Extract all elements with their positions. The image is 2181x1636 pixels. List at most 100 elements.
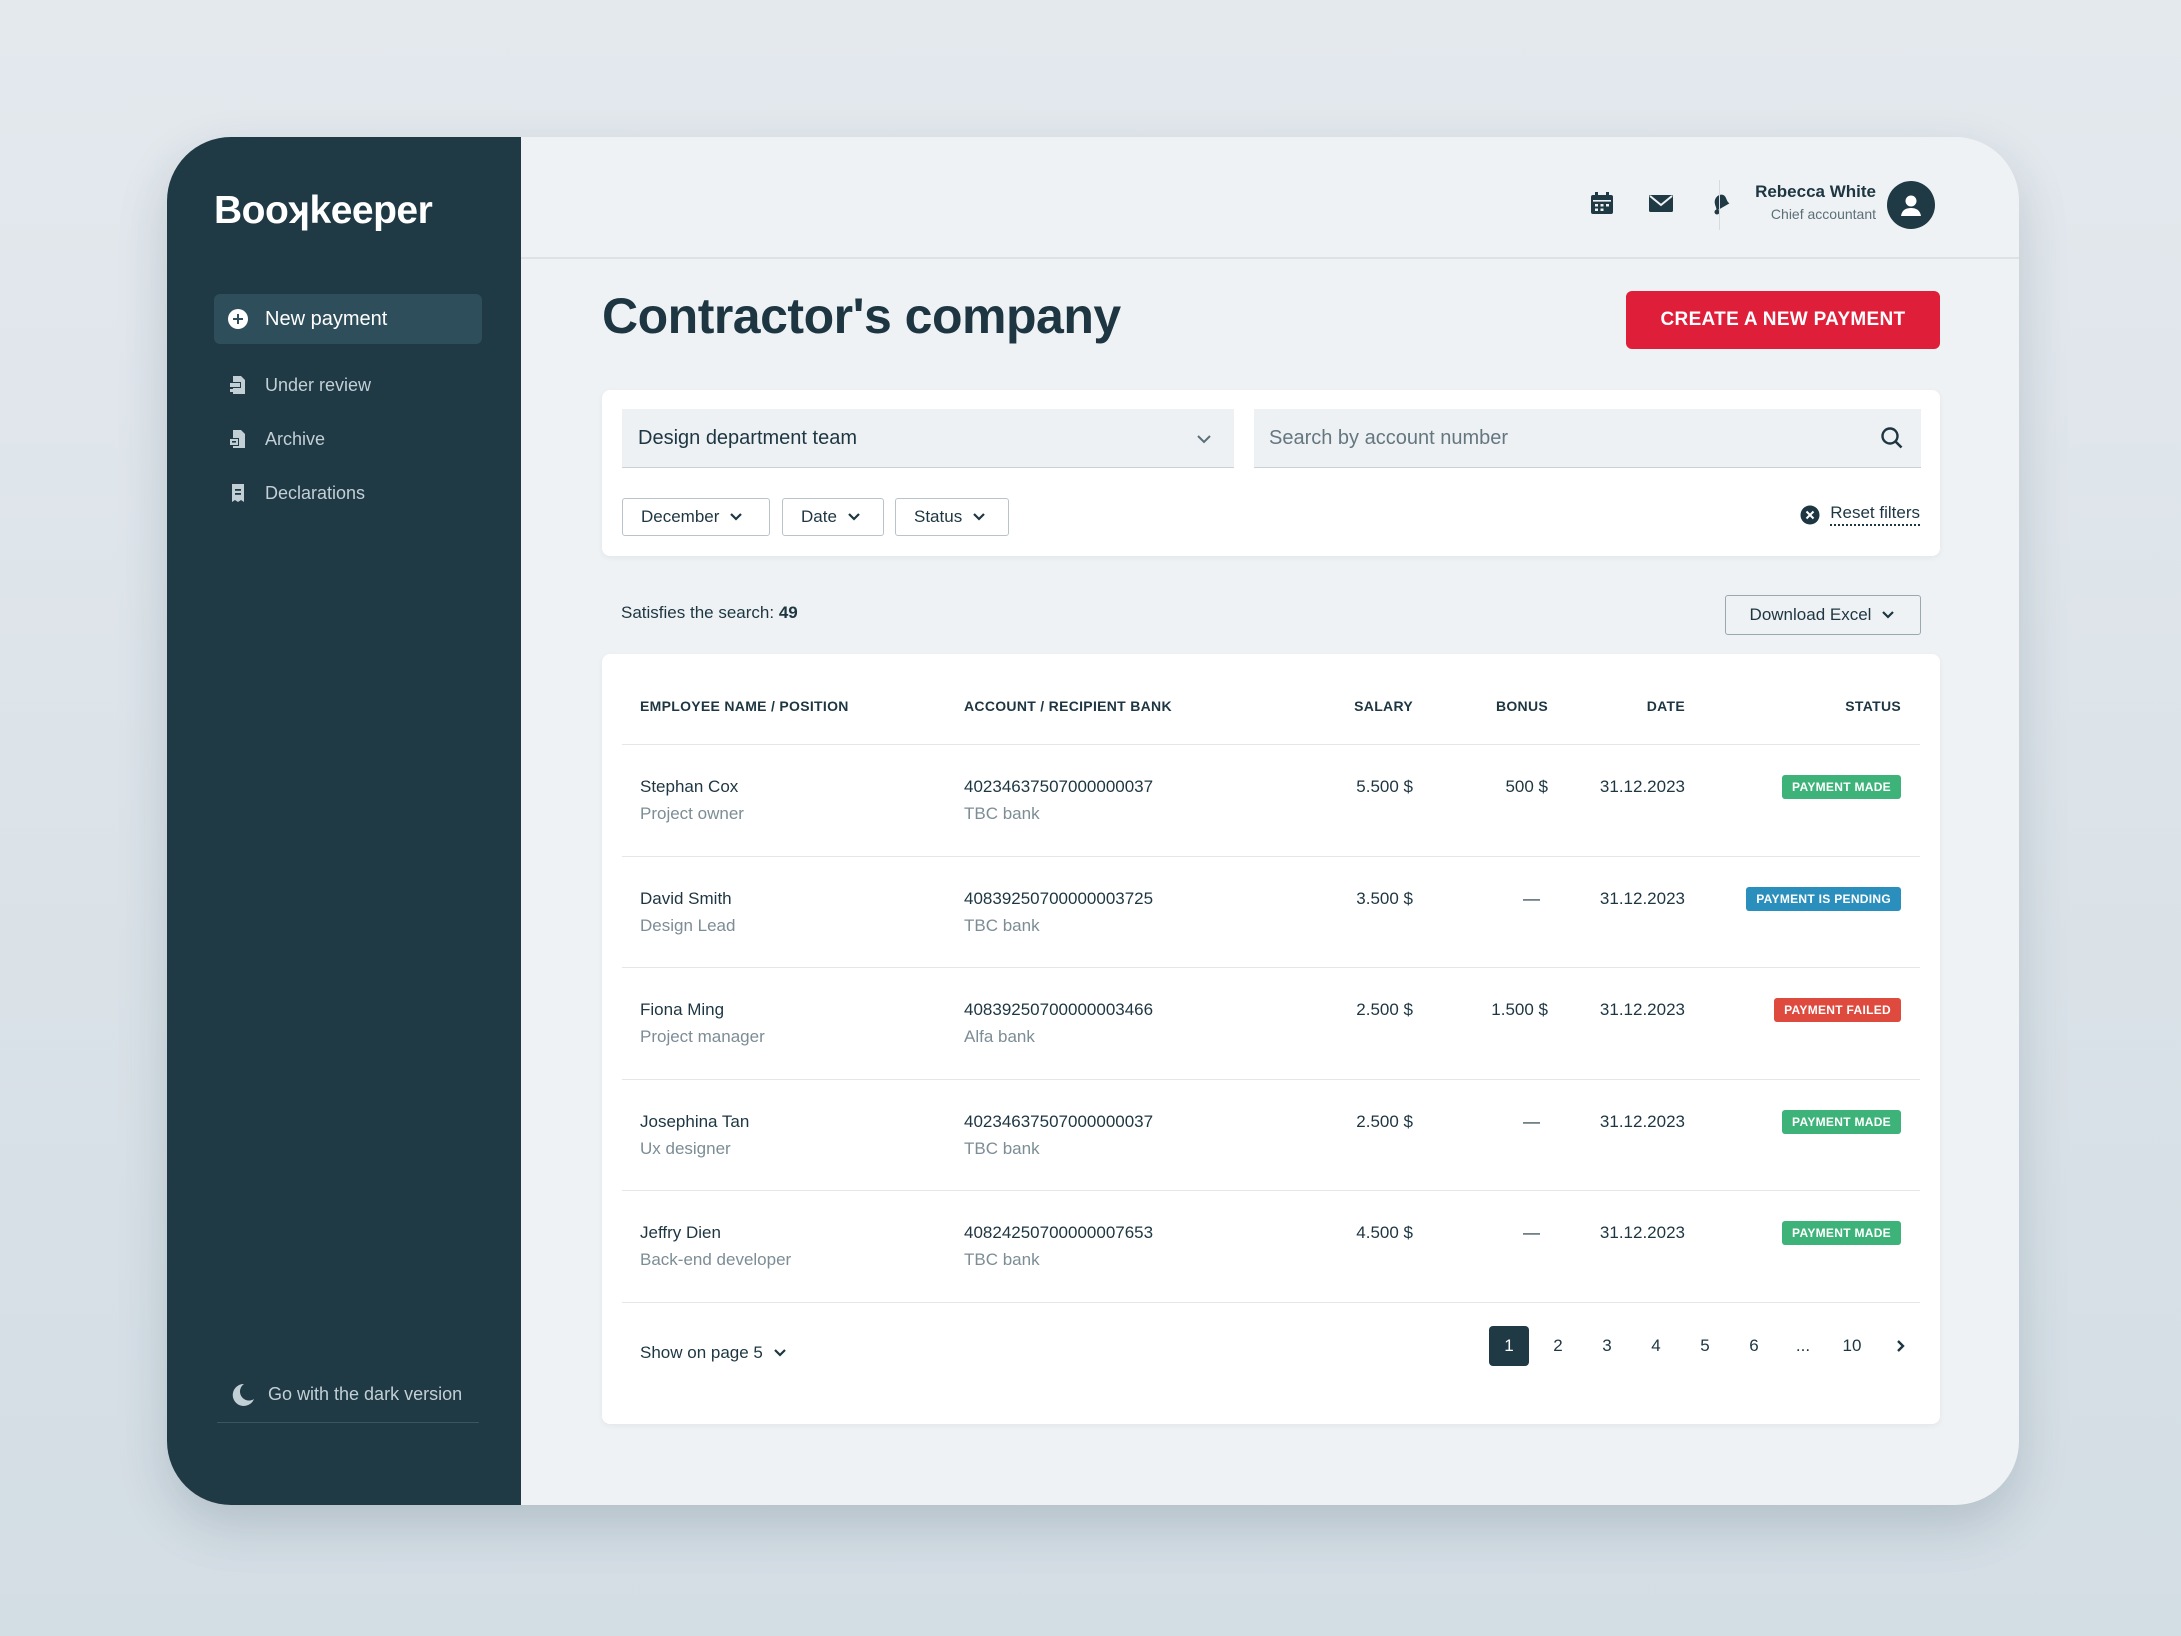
row-divider [622,1190,1920,1191]
row-divider [622,856,1920,857]
team-select[interactable]: Design department team [622,409,1234,468]
page-button-6[interactable]: 6 [1749,1336,1759,1355]
dark-mode-label: Go with the dark version [268,1384,463,1404]
page-ellipsis: ... [1795,1336,1811,1355]
user-role: Chief accountant [1770,206,1876,222]
download-excel-button[interactable]: Download Excel [1725,595,1921,635]
recipient-bank: TBC bank [964,1139,1040,1158]
results-count: Satisfies the search: 49 [621,603,798,623]
employee-name: Josephina Tan [640,1112,750,1131]
account-number: 40839250700000003725 [964,889,1154,908]
moon-icon [230,1382,256,1408]
employee-position: Back-end developer [640,1250,792,1269]
month-filter[interactable]: December [622,498,770,536]
payments-table: EMPLOYEE NAME / POSITION ACCOUNT / RECIP… [602,654,1940,1424]
page-button-4[interactable]: 4 [1651,1336,1661,1355]
archive-icon [225,426,251,452]
employee-position: Project owner [640,804,744,823]
close-circle-icon [1800,505,1820,524]
reset-filters-button[interactable]: Reset filters [1800,503,1920,526]
page-button-1[interactable]: 1 [1489,1326,1529,1366]
status-badge: PAYMENT IS PENDING [1746,887,1901,911]
header-bonus: BONUS [1495,698,1548,714]
page-title: Contractor's company [602,288,1121,344]
search-field[interactable] [1254,409,1921,468]
topbar-divider [1719,180,1720,230]
chevron-right-icon [1897,1340,1905,1352]
create-payment-button[interactable]: CREATE A NEW PAYMENT [1626,291,1940,349]
sidebar-item-label: Declarations [265,482,366,503]
payment-date: 31.12.2023 [1599,889,1685,908]
reset-filters-label: Reset filters [1830,503,1920,526]
account-number: 40234637507000000037 [964,777,1154,796]
account-number: 40234637507000000037 [964,1112,1154,1131]
row-divider [622,1302,1920,1303]
recipient-bank: TBC bank [964,1250,1040,1269]
salary: 3.500 $ [1356,889,1413,908]
page-size-select[interactable]: Show on page 5 [640,1343,788,1363]
app-window: Booʞkeeper New payment Under review Arch… [167,137,2019,1505]
month-filter-label: December [641,507,720,526]
salary: 4.500 $ [1356,1223,1413,1242]
employee-name: David Smith [640,889,732,908]
header-status: STATUS [1845,698,1901,714]
page-button-10[interactable]: 10 [1842,1336,1862,1355]
dark-mode-toggle[interactable]: Go with the dark version [217,1367,479,1423]
app-logo: Booʞkeeper [214,189,433,232]
bell-icon[interactable] [1706,189,1734,217]
avatar[interactable] [1887,181,1935,229]
row-divider [622,744,1920,745]
sidebar-item-archive[interactable]: Archive [214,414,482,464]
status-badge: PAYMENT MADE [1782,1110,1901,1134]
status-badge: PAYMENT MADE [1782,775,1901,799]
date-filter[interactable]: Date [782,498,884,536]
header-account: ACCOUNT / RECIPIENT BANK [964,698,1172,714]
sidebar-item-label: Under review [265,374,372,395]
bonus: — [1523,1112,1540,1131]
download-excel-label: Download Excel [1749,605,1872,624]
account-number: 40824250700000007653 [964,1223,1154,1242]
status-filter-label: Status [914,507,963,526]
row-divider [622,1079,1920,1080]
mail-icon[interactable] [1647,189,1675,217]
bonus: 1.500 $ [1491,1000,1548,1019]
date-filter-label: Date [801,507,837,526]
employee-position: Project manager [640,1027,765,1046]
chevron-down-icon [1882,611,1895,619]
row-divider [622,967,1920,968]
results-number: 49 [778,603,798,622]
header-salary: SALARY [1354,698,1413,714]
employee-name: Fiona Ming [640,1000,725,1019]
new-payment-button[interactable]: New payment [214,294,482,344]
sidebar-item-label: Archive [265,428,326,449]
status-filter[interactable]: Status [895,498,1009,536]
search-icon[interactable] [1879,425,1905,451]
inbox-icon [225,372,251,398]
salary: 2.500 $ [1356,1112,1413,1131]
salary: 5.500 $ [1356,777,1413,796]
payment-date: 31.12.2023 [1599,1223,1685,1242]
bonus: — [1523,1223,1540,1242]
page-button-5[interactable]: 5 [1700,1336,1710,1355]
search-input[interactable] [1254,409,1864,467]
employee-position: Design Lead [640,916,736,935]
employee-name: Jeffry Dien [640,1223,721,1242]
next-page-button[interactable] [1881,1326,1921,1366]
status-badge: PAYMENT MADE [1782,1221,1901,1245]
sidebar-item-under-review[interactable]: Under review [214,360,482,410]
payment-date: 31.12.2023 [1599,1112,1685,1131]
document-icon [225,480,251,506]
plus-circle-icon [225,306,251,332]
account-number: 40839250700000003466 [964,1000,1154,1019]
page-button-3[interactable]: 3 [1602,1336,1612,1355]
filter-card: Design department team December Date Sta… [602,390,1940,556]
chevron-down-icon [848,513,860,521]
payment-date: 31.12.2023 [1599,1000,1685,1019]
page-button-2[interactable]: 2 [1553,1336,1563,1355]
user-name: Rebecca White [1755,182,1876,201]
calendar-icon[interactable] [1588,189,1616,217]
page-size-label: Show on page 5 [640,1343,763,1362]
chevron-down-icon [774,1349,786,1357]
header-date: DATE [1646,698,1685,714]
sidebar-item-declarations[interactable]: Declarations [214,468,482,518]
